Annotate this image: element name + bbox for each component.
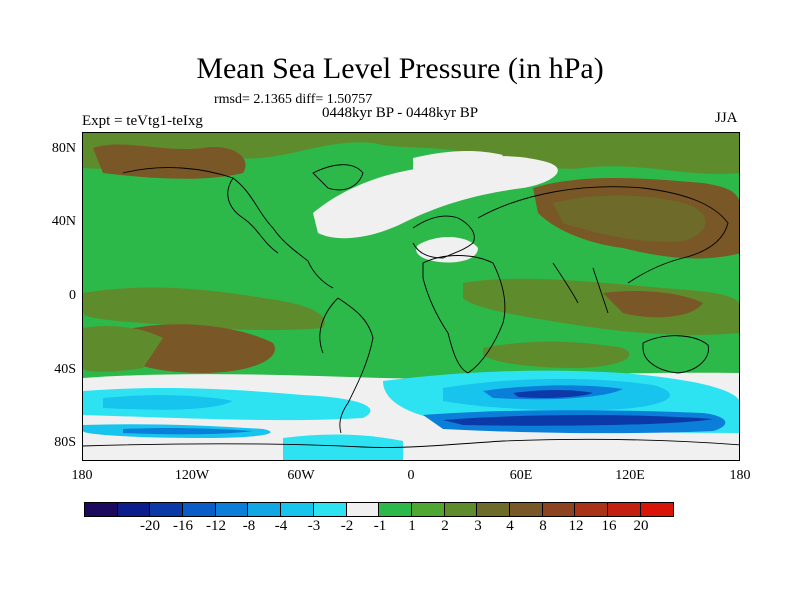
colorbar-label: 2 xyxy=(441,518,449,534)
north-sea-white xyxy=(413,151,503,173)
south-america-west-coast xyxy=(319,297,339,354)
colorbar-swatch xyxy=(183,503,216,516)
southern-ocean-dark-blue xyxy=(513,390,593,398)
tropical-pacific-olive xyxy=(83,287,325,331)
rmsd-diff-stats: rmsd= 2.1365 diff= 1.50757 xyxy=(214,92,373,107)
colorbar-swatch xyxy=(509,503,543,516)
lon-label-120e: 120E xyxy=(615,468,645,483)
colorbar-label: 20 xyxy=(633,518,649,534)
south-indian-olive xyxy=(483,341,630,368)
colorbar-swatch xyxy=(346,503,380,516)
antarctic-blue-west xyxy=(123,427,253,435)
lon-label-180w: 180 xyxy=(71,468,93,483)
map-title: Mean Sea Level Pressure (in hPa) xyxy=(196,52,604,85)
lon-label-60w: 60W xyxy=(287,468,315,483)
lat-label-40n: 40N xyxy=(51,214,76,229)
south-asia-coast xyxy=(552,262,609,314)
antarctica-coast xyxy=(83,438,739,448)
season-label: JJA xyxy=(715,110,738,126)
period-label: 0448kyr BP - 0448kyr BP xyxy=(322,105,479,121)
asia-north-coast xyxy=(477,186,729,284)
antarctica-white xyxy=(83,438,739,460)
australia-coast xyxy=(642,335,709,374)
colorbar-swatch xyxy=(379,503,412,516)
mediterranean-white xyxy=(416,237,478,263)
colorbar-swatch xyxy=(215,503,249,516)
lon-label-0: 0 xyxy=(407,468,415,483)
colorbar-swatch xyxy=(281,503,314,516)
colorbar-label: 16 xyxy=(601,518,617,534)
colorbar-label: 8 xyxy=(539,518,547,534)
lon-label-180e: 180 xyxy=(729,468,751,483)
colorbar-label: -12 xyxy=(206,518,226,534)
indian-ocean-olive xyxy=(463,278,739,335)
colorbar-label: 3 xyxy=(474,518,482,534)
colorbar-swatch xyxy=(477,503,510,516)
greenland-coast xyxy=(312,164,364,191)
colorbar-label: -20 xyxy=(140,518,160,534)
lat-label-40s: 40S xyxy=(54,362,76,377)
colorbar-swatch xyxy=(542,503,576,516)
colorbar-swatch xyxy=(575,503,608,516)
south-pacific-olive xyxy=(83,326,163,372)
colorbar-label: -1 xyxy=(373,518,387,534)
colorbar-label: 12 xyxy=(568,518,584,534)
asia-dark-olive xyxy=(553,195,706,242)
lat-label-80s: 80S xyxy=(54,435,76,450)
lat-label-equator: 0 xyxy=(69,288,76,303)
colorbar-swatch xyxy=(411,503,445,516)
north-america-coast xyxy=(122,167,334,289)
colorbar-swatch xyxy=(117,503,151,516)
colorbar xyxy=(84,502,675,517)
indian-ocean-brown xyxy=(603,291,703,318)
antarctic-dark-blue-east xyxy=(443,414,713,426)
colorbar-label: -2 xyxy=(340,518,354,534)
colorbar-swatch xyxy=(150,503,184,516)
colorbar-label: -16 xyxy=(173,518,193,534)
europe-coast xyxy=(412,215,475,259)
north-pacific-brown xyxy=(93,144,246,179)
pressure-map xyxy=(82,132,740,461)
arctic-olive-band xyxy=(83,133,739,174)
lon-label-60e: 60E xyxy=(509,468,533,483)
lat-label-80n: 80N xyxy=(51,141,76,156)
colorbar-label: 4 xyxy=(506,518,514,534)
north-atlantic-white xyxy=(313,156,558,239)
colorbar-label: -3 xyxy=(307,518,321,534)
lon-label-120w: 120W xyxy=(174,468,210,483)
coastlines xyxy=(83,164,739,448)
experiment-label: Expt = teVtg1-teIxg xyxy=(82,113,203,129)
pressure-contour-field xyxy=(83,133,739,460)
south-america-coast xyxy=(337,297,374,434)
colorbar-label: -8 xyxy=(242,518,256,534)
south-pacific-cyan xyxy=(103,395,233,410)
colorbar-swatch xyxy=(313,503,347,516)
colorbar-swatch xyxy=(640,503,674,516)
colorbar-swatch xyxy=(248,503,282,516)
weddell-light-cyan xyxy=(283,434,403,460)
north-america-west-coast xyxy=(227,177,279,254)
africa-coast xyxy=(422,255,506,374)
colorbar-label: 1 xyxy=(408,518,416,534)
colorbar-label: -4 xyxy=(274,518,288,534)
colorbar-swatch xyxy=(444,503,478,516)
colorbar-swatch xyxy=(85,503,118,516)
colorbar-swatch xyxy=(608,503,641,516)
